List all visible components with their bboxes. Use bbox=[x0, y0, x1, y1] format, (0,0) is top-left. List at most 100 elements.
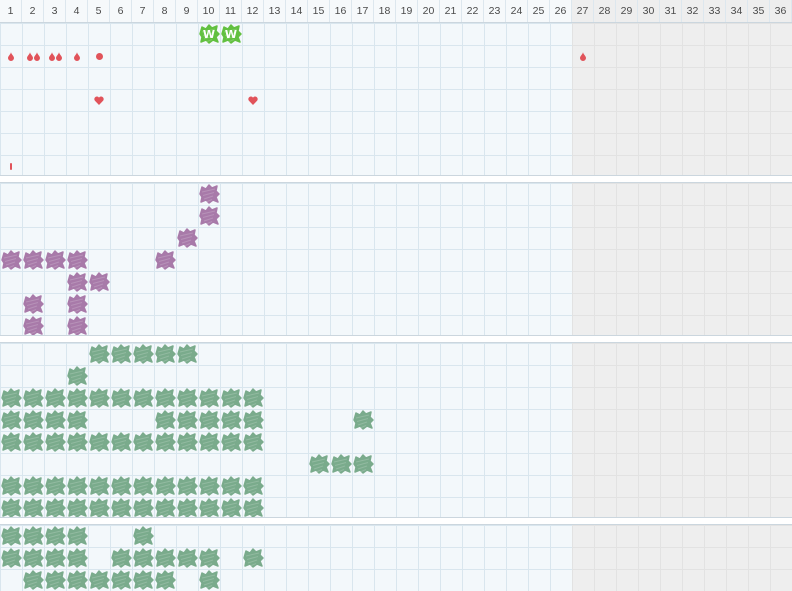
purple-scribble-icon[interactable] bbox=[154, 249, 176, 271]
green-scribble-icon[interactable] bbox=[220, 475, 242, 497]
green-scribble-icon[interactable] bbox=[110, 387, 132, 409]
green-scribble-icon[interactable] bbox=[110, 431, 132, 453]
purple-scribble-icon[interactable] bbox=[66, 249, 88, 271]
green-scribble-icon[interactable] bbox=[66, 431, 88, 453]
green-scribble-icon[interactable] bbox=[352, 409, 374, 431]
green-scribble-icon[interactable] bbox=[220, 387, 242, 409]
green-scribble-icon[interactable] bbox=[0, 431, 22, 453]
green-scribble-icon[interactable] bbox=[132, 387, 154, 409]
green-scribble-icon[interactable] bbox=[132, 497, 154, 517]
green-scribble-icon[interactable] bbox=[242, 409, 264, 431]
green-scribble-icon[interactable] bbox=[198, 497, 220, 517]
green-scribble-icon[interactable] bbox=[44, 431, 66, 453]
green-scribble-icon[interactable] bbox=[88, 569, 110, 591]
green-scribble-icon[interactable] bbox=[154, 497, 176, 517]
green-scribble-icon[interactable] bbox=[22, 409, 44, 431]
green-scribble-icon[interactable] bbox=[110, 497, 132, 517]
green-scribble-icon[interactable] bbox=[132, 569, 154, 591]
green-scribble-icon[interactable] bbox=[242, 547, 264, 569]
green-scribble-icon[interactable] bbox=[88, 475, 110, 497]
green-scribble-icon[interactable] bbox=[242, 387, 264, 409]
green-scribble-icon[interactable] bbox=[0, 387, 22, 409]
green-scribble-icon[interactable] bbox=[66, 475, 88, 497]
green-scribble-icon[interactable] bbox=[66, 569, 88, 591]
red-double-drop-icon[interactable] bbox=[44, 45, 66, 67]
purple-scribble-icon[interactable] bbox=[0, 249, 22, 271]
green-scribble-icon[interactable] bbox=[242, 431, 264, 453]
green-scribble-icon[interactable] bbox=[242, 475, 264, 497]
green-scribble-icon[interactable] bbox=[220, 497, 242, 517]
green-scribble-icon[interactable] bbox=[44, 475, 66, 497]
green-scribble-icon[interactable] bbox=[176, 343, 198, 365]
green-scribble-icon[interactable] bbox=[154, 431, 176, 453]
green-scribble-icon[interactable] bbox=[176, 547, 198, 569]
green-scribble-icon[interactable] bbox=[0, 475, 22, 497]
green-scribble-icon[interactable] bbox=[110, 569, 132, 591]
green-scribble-icon[interactable] bbox=[198, 387, 220, 409]
green-scribble-icon[interactable] bbox=[66, 497, 88, 517]
green-scribble-icon[interactable] bbox=[220, 431, 242, 453]
red-double-drop-icon[interactable] bbox=[22, 45, 44, 67]
green-scribble-icon[interactable] bbox=[330, 453, 352, 475]
grid-section-green-lower[interactable] bbox=[0, 524, 792, 591]
grid-section-green[interactable] bbox=[0, 342, 792, 518]
green-scribble-icon[interactable] bbox=[110, 547, 132, 569]
green-scribble-icon[interactable] bbox=[44, 569, 66, 591]
green-scribble-icon[interactable] bbox=[44, 497, 66, 517]
green-scribble-icon[interactable] bbox=[22, 475, 44, 497]
green-scribble-icon[interactable] bbox=[132, 475, 154, 497]
green-scribble-icon[interactable] bbox=[154, 409, 176, 431]
green-scribble-icon[interactable] bbox=[132, 525, 154, 547]
green-scribble-icon[interactable] bbox=[44, 409, 66, 431]
purple-scribble-icon[interactable] bbox=[198, 205, 220, 227]
green-scribble-icon[interactable] bbox=[176, 431, 198, 453]
purple-scribble-icon[interactable] bbox=[176, 227, 198, 249]
green-scribble-icon[interactable] bbox=[220, 409, 242, 431]
green-scribble-icon[interactable] bbox=[110, 343, 132, 365]
green-scribble-icon[interactable] bbox=[308, 453, 330, 475]
red-dot-icon[interactable] bbox=[88, 45, 110, 67]
green-scribble-icon[interactable] bbox=[44, 525, 66, 547]
green-scribble-icon[interactable] bbox=[154, 569, 176, 591]
green-scribble-icon[interactable] bbox=[66, 387, 88, 409]
green-scribble-icon[interactable] bbox=[0, 497, 22, 517]
w-badge-icon[interactable]: W bbox=[220, 23, 242, 45]
red-drop-icon[interactable] bbox=[0, 45, 22, 67]
heart-icon[interactable] bbox=[242, 89, 264, 111]
green-scribble-icon[interactable] bbox=[132, 547, 154, 569]
purple-scribble-icon[interactable] bbox=[88, 271, 110, 293]
purple-scribble-icon[interactable] bbox=[66, 293, 88, 315]
green-scribble-icon[interactable] bbox=[176, 475, 198, 497]
green-scribble-icon[interactable] bbox=[22, 387, 44, 409]
green-scribble-icon[interactable] bbox=[66, 365, 88, 387]
w-badge-icon[interactable]: W bbox=[198, 23, 220, 45]
purple-scribble-icon[interactable] bbox=[66, 315, 88, 335]
red-tick-icon[interactable] bbox=[0, 155, 22, 175]
green-scribble-icon[interactable] bbox=[0, 409, 22, 431]
green-scribble-icon[interactable] bbox=[22, 497, 44, 517]
green-scribble-icon[interactable] bbox=[88, 431, 110, 453]
green-scribble-icon[interactable] bbox=[154, 547, 176, 569]
green-scribble-icon[interactable] bbox=[242, 497, 264, 517]
green-scribble-icon[interactable] bbox=[154, 475, 176, 497]
green-scribble-icon[interactable] bbox=[110, 475, 132, 497]
purple-scribble-icon[interactable] bbox=[44, 249, 66, 271]
purple-scribble-icon[interactable] bbox=[22, 293, 44, 315]
green-scribble-icon[interactable] bbox=[154, 343, 176, 365]
green-scribble-icon[interactable] bbox=[154, 387, 176, 409]
green-scribble-icon[interactable] bbox=[22, 569, 44, 591]
green-scribble-icon[interactable] bbox=[198, 431, 220, 453]
green-scribble-icon[interactable] bbox=[66, 409, 88, 431]
green-scribble-icon[interactable] bbox=[88, 343, 110, 365]
green-scribble-icon[interactable] bbox=[22, 547, 44, 569]
green-scribble-icon[interactable] bbox=[44, 387, 66, 409]
green-scribble-icon[interactable] bbox=[132, 343, 154, 365]
heart-icon[interactable] bbox=[88, 89, 110, 111]
green-scribble-icon[interactable] bbox=[176, 497, 198, 517]
green-scribble-icon[interactable] bbox=[198, 547, 220, 569]
green-scribble-icon[interactable] bbox=[0, 525, 22, 547]
green-scribble-icon[interactable] bbox=[352, 453, 374, 475]
green-scribble-icon[interactable] bbox=[0, 547, 22, 569]
green-scribble-icon[interactable] bbox=[88, 497, 110, 517]
